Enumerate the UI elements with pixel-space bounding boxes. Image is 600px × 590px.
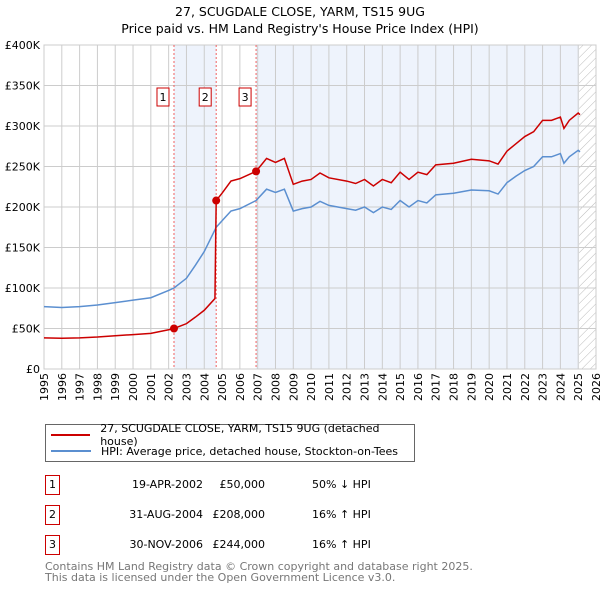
x-tick-label: 1998	[91, 373, 104, 401]
x-tick-label: 2001	[145, 373, 158, 401]
legend-swatch-blue	[51, 450, 91, 452]
x-tick-label: 2021	[501, 373, 514, 401]
sale-point	[252, 167, 261, 176]
x-tick-label: 2018	[448, 373, 461, 401]
sale-hpi: 16% ↑ HPI	[312, 508, 371, 521]
y-tick-label: £400K	[5, 39, 41, 52]
x-tick-label: 2007	[252, 373, 265, 401]
y-tick-label: £350K	[5, 80, 41, 93]
x-tick-label: 2014	[376, 373, 389, 401]
x-tick-label: 1996	[56, 373, 69, 401]
y-tick-label: £300K	[5, 120, 41, 133]
y-tick-label: £0	[26, 363, 40, 376]
series-line	[43, 112, 581, 339]
plot-area: 1995 1996 1997 1998 1999 2000 2001 2002 2003 2004…	[5, 39, 600, 401]
sale-label: 1	[159, 91, 166, 104]
legend: 27, SCUGDALE CLOSE, YARM, TS15 9UG (deta…	[45, 422, 415, 462]
sale-hpi: 50% ↓ HPI	[312, 478, 371, 491]
x-tick-label: 2015	[394, 373, 407, 401]
y-tick-label: £250K	[5, 161, 41, 174]
x-tick-label: 2009	[287, 373, 300, 401]
sale-label-box	[238, 87, 252, 107]
sale-point	[169, 324, 178, 333]
sale-date: 30-NOV-2006	[129, 538, 203, 551]
x-tick-label: 2020	[483, 373, 496, 401]
x-tick-label: 2006	[234, 373, 247, 401]
sale-price: £244,000	[212, 538, 266, 551]
sale-label-box	[156, 87, 170, 107]
sale-date: 31-AUG-2004	[129, 508, 203, 521]
x-tick-label: 2022	[519, 373, 532, 401]
sale-price: £208,000	[212, 508, 266, 521]
sale-row: 1 19-APR-2002 £50,000 50% ↓ HPI	[45, 475, 465, 495]
x-tick-label: 2004	[198, 373, 211, 401]
x-tick-label: 2017	[430, 373, 443, 401]
footer-licence: This data is licensed under the Open Gov…	[45, 571, 396, 584]
x-tick-label: 2013	[359, 373, 372, 401]
legend-label: 27, SCUGDALE CLOSE, YARM, TS15 9UG (deta…	[100, 422, 380, 448]
legend-item-hpi: HPI: Average price, detached house, Stoc…	[51, 443, 398, 459]
y-tick-label: £100K	[5, 282, 41, 295]
x-tick-label: 2010	[305, 373, 318, 401]
x-tick-label: 2005	[216, 373, 229, 401]
sale-price: £50,000	[219, 478, 266, 491]
x-tick-label: 2023	[537, 373, 550, 401]
sale-date: 19-APR-2002	[131, 478, 203, 491]
x-tick-label: 2002	[163, 373, 176, 401]
sale-row: 3 30-NOV-2006 £244,000 16% ↑ HPI	[45, 535, 465, 555]
x-tick-label: 2025	[572, 373, 585, 401]
x-tick-label: 2024	[554, 373, 567, 401]
x-tick-label: 2008	[269, 373, 282, 401]
y-tick-label: £150K	[5, 242, 41, 255]
x-tick-label: 2026	[590, 373, 600, 401]
x-tick-label: 2016	[412, 373, 425, 401]
x-tick-label: 2000	[127, 373, 140, 401]
x-tick-label: 1995	[38, 373, 51, 401]
chart-subtitle: Price paid vs. HM Land Registry's House …	[121, 21, 479, 36]
x-tick-label: 2011	[323, 373, 336, 401]
x-tick-label: 2012	[341, 373, 354, 401]
y-tick-label: £50K	[12, 323, 41, 336]
sale-label-box	[198, 87, 212, 107]
legend-label: HPI: Average price, detached house, Stoc…	[101, 444, 399, 458]
y-tick-label: £200K	[5, 201, 41, 214]
sale-marker-box: 2	[45, 505, 60, 525]
x-tick-label: 1999	[109, 373, 122, 401]
sale-point	[212, 196, 221, 205]
chart-title: 27, SCUGDALE CLOSE, YARM, TS15 9UG	[175, 4, 425, 19]
sale-label: 3	[242, 91, 249, 104]
x-tick-label: 2003	[180, 373, 193, 401]
sale-hpi: 16% ↑ HPI	[312, 538, 371, 551]
sale-marker-box: 1	[45, 475, 60, 495]
x-tick-label: 2019	[465, 373, 478, 401]
sale-row: 2 31-AUG-2004 £208,000 16% ↑ HPI	[45, 505, 465, 525]
legend-swatch-red	[51, 434, 91, 436]
series-line	[43, 149, 581, 309]
legend-item-property: 27, SCUGDALE CLOSE, YARM, TS15 9UG (deta…	[51, 422, 414, 448]
x-tick-label: 1997	[74, 373, 87, 401]
sale-marker-box: 3	[45, 535, 60, 555]
sale-label: 2	[202, 91, 209, 104]
footer-copyright: Contains HM Land Registry data © Crown c…	[45, 560, 473, 573]
